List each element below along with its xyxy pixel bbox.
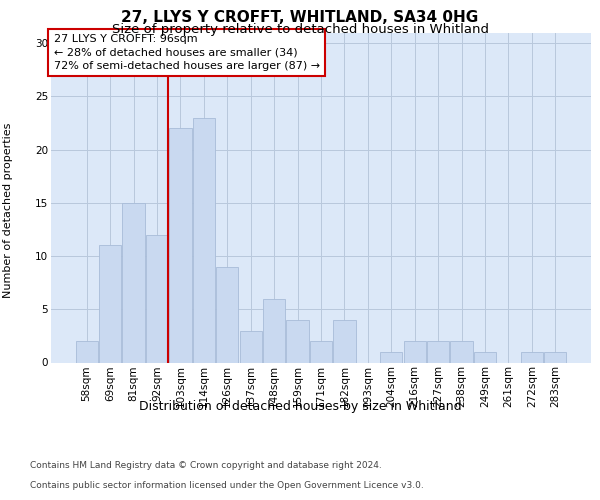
Bar	[122, 203, 145, 362]
Bar	[169, 128, 191, 362]
Text: 27, LLYS Y CROFFT, WHITLAND, SA34 0HG: 27, LLYS Y CROFFT, WHITLAND, SA34 0HG	[121, 10, 479, 25]
Text: 27 LLYS Y CROFFT: 96sqm
← 28% of detached houses are smaller (34)
72% of semi-de: 27 LLYS Y CROFFT: 96sqm ← 28% of detache…	[54, 34, 320, 70]
Bar	[286, 320, 308, 362]
Bar	[404, 341, 426, 362]
Bar	[544, 352, 566, 362]
Text: Size of property relative to detached houses in Whitland: Size of property relative to detached ho…	[112, 22, 488, 36]
Bar	[521, 352, 543, 362]
Bar	[99, 246, 121, 362]
Text: Contains HM Land Registry data © Crown copyright and database right 2024.: Contains HM Land Registry data © Crown c…	[30, 461, 382, 470]
Bar	[427, 341, 449, 362]
Bar	[310, 341, 332, 362]
Text: Contains public sector information licensed under the Open Government Licence v3: Contains public sector information licen…	[30, 481, 424, 490]
Bar	[76, 341, 98, 362]
Bar	[451, 341, 473, 362]
Bar	[216, 266, 238, 362]
Bar	[474, 352, 496, 362]
Bar	[239, 330, 262, 362]
Bar	[334, 320, 356, 362]
Text: Number of detached properties: Number of detached properties	[3, 122, 13, 298]
Text: Distribution of detached houses by size in Whitland: Distribution of detached houses by size …	[139, 400, 461, 413]
Bar	[263, 298, 285, 362]
Bar	[380, 352, 403, 362]
Bar	[146, 235, 168, 362]
Bar	[193, 118, 215, 362]
